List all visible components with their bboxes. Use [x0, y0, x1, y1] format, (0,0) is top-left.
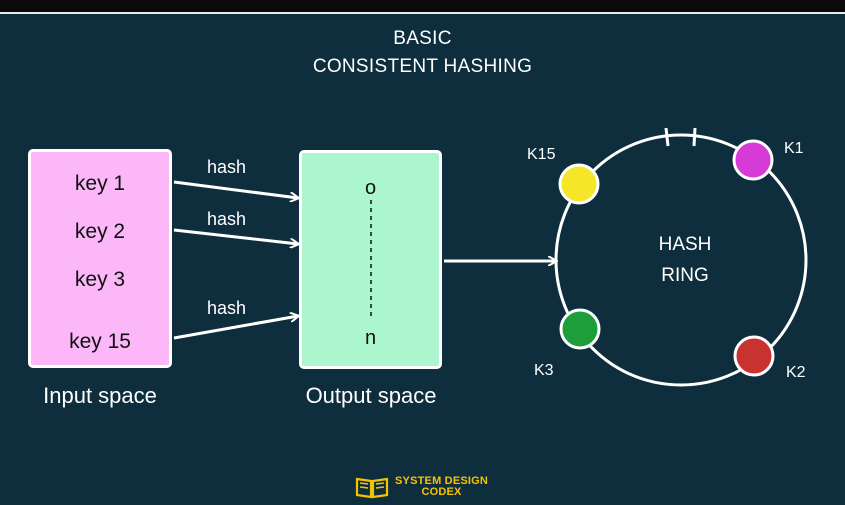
- ring-tick: [692, 127, 697, 147]
- logo-text-line1: SYSTEM DESIGN: [395, 475, 489, 487]
- hash-label: hash: [207, 209, 247, 229]
- diagram-title-line1: BASIC: [393, 28, 452, 49]
- ring-node-k1: [732, 139, 774, 181]
- output-bottom-label: n: [364, 327, 377, 349]
- ring-tick: [664, 127, 670, 147]
- hash-ring-circle: [554, 133, 808, 387]
- hash-label: hash: [207, 298, 247, 318]
- key-item: key 1: [74, 172, 126, 195]
- input-space-box: key 1 key 2 key 3 key 15: [28, 149, 172, 368]
- output-top-label: o: [364, 177, 377, 199]
- node-label-k1: K1: [784, 140, 804, 157]
- hash-arrow: [173, 180, 298, 198]
- ring-label-line2: RING: [661, 265, 709, 286]
- ring-label-line1: HASH: [658, 234, 712, 255]
- logo-text: SYSTEM DESIGN CODEX: [395, 476, 488, 498]
- logo-text-line2: CODEX: [421, 486, 462, 498]
- hash-label: hash: [207, 157, 247, 177]
- output-space-caption: Output space: [305, 383, 437, 408]
- node-label-k15: K15: [527, 146, 556, 163]
- ring-node-k15: [558, 163, 600, 205]
- system-design-codex-logo: SYSTEM DESIGN CODEX: [355, 474, 488, 500]
- ring-node-k2: [733, 335, 775, 377]
- key-item: key 15: [69, 330, 131, 353]
- node-label-k2: K2: [786, 364, 806, 381]
- hash-arrow: [173, 316, 298, 340]
- key-item: key 2: [74, 220, 126, 243]
- node-label-k3: K3: [534, 362, 554, 379]
- ring-node-k3: [559, 308, 601, 350]
- key-item: key 3: [74, 268, 126, 291]
- top-bar: [0, 0, 845, 14]
- diagram-title-line2: CONSISTENT HASHING: [312, 56, 533, 77]
- hash-arrow: [173, 228, 298, 244]
- open-book-icon: [355, 477, 389, 499]
- input-space-caption: Input space: [43, 383, 157, 408]
